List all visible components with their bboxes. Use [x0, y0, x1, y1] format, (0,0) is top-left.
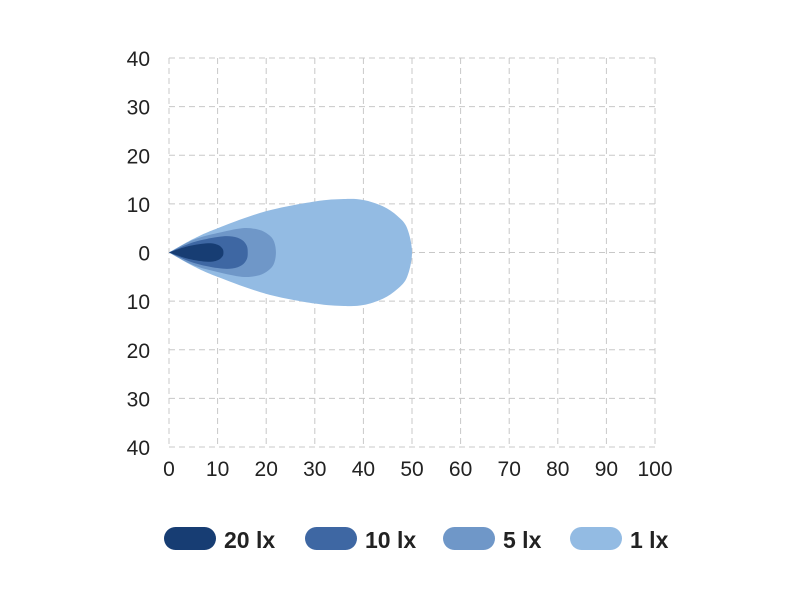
y-tick-label: 20 [127, 145, 150, 168]
contour-20-lx [169, 243, 224, 262]
y-tick-label: 0 [138, 243, 150, 266]
x-tick-labels: 0 10 20 30 40 50 60 70 80 90 100 [163, 458, 672, 481]
y-tick-label: 30 [127, 388, 150, 411]
x-tick-label: 40 [352, 458, 375, 481]
contour-1-lx [169, 198, 412, 307]
y-tick-label: 40 [127, 437, 150, 460]
y-tick-label: 40 [127, 48, 150, 71]
legend-swatch [164, 527, 216, 550]
grid [168, 57, 656, 448]
x-tick-label: 20 [255, 458, 278, 481]
legend-swatch [305, 527, 357, 550]
legend-label: 5 lx [503, 527, 542, 553]
legend-label: 20 lx [224, 527, 275, 553]
x-tick-label: 0 [163, 458, 175, 481]
y-tick-label: 20 [127, 340, 150, 363]
contours [169, 198, 412, 307]
x-tick-label: 60 [449, 458, 472, 481]
x-tick-label: 10 [206, 458, 229, 481]
legend-label: 1 lx [630, 527, 669, 553]
y-tick-label: 10 [127, 291, 150, 314]
legend-label: 10 lx [365, 527, 416, 553]
y-tick-label: 10 [127, 194, 150, 217]
x-tick-label: 80 [546, 458, 569, 481]
legend-swatch [570, 527, 622, 550]
x-tick-label: 90 [595, 458, 618, 481]
x-tick-label: 50 [400, 458, 423, 481]
x-tick-label: 30 [303, 458, 326, 481]
legend: 20 lx 10 lx 5 lx 1 lx [164, 527, 669, 553]
legend-swatch [443, 527, 495, 550]
y-tick-label: 30 [127, 97, 150, 120]
y-tick-labels: 40 30 20 10 0 10 20 30 40 [127, 48, 150, 460]
x-tick-label: 100 [637, 458, 672, 481]
x-tick-label: 70 [498, 458, 521, 481]
